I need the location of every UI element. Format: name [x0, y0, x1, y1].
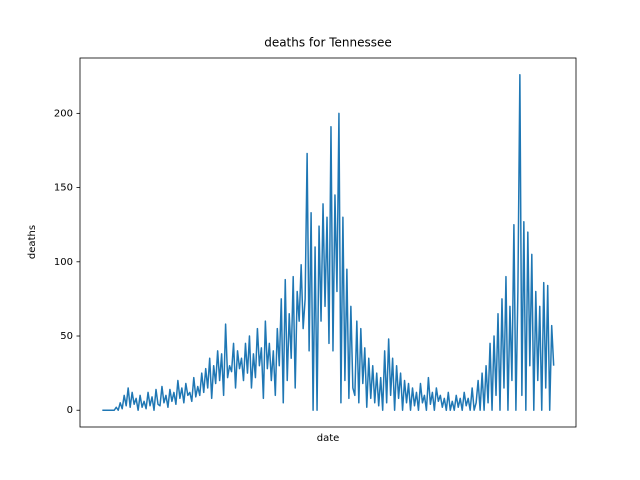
- y-tick-label: 200: [54, 108, 73, 119]
- data-line: [102, 74, 555, 411]
- y-axis-label: deaths: [27, 225, 38, 259]
- x-axis-label: date: [317, 433, 340, 444]
- y-tick-label: 50: [60, 331, 73, 342]
- y-tick-label: 150: [54, 183, 73, 194]
- y-tick-label: 0: [67, 405, 73, 416]
- y-tick-label: 100: [54, 257, 73, 268]
- plot-frame: [79, 57, 577, 428]
- chart-title: deaths for Tennessee: [264, 36, 392, 50]
